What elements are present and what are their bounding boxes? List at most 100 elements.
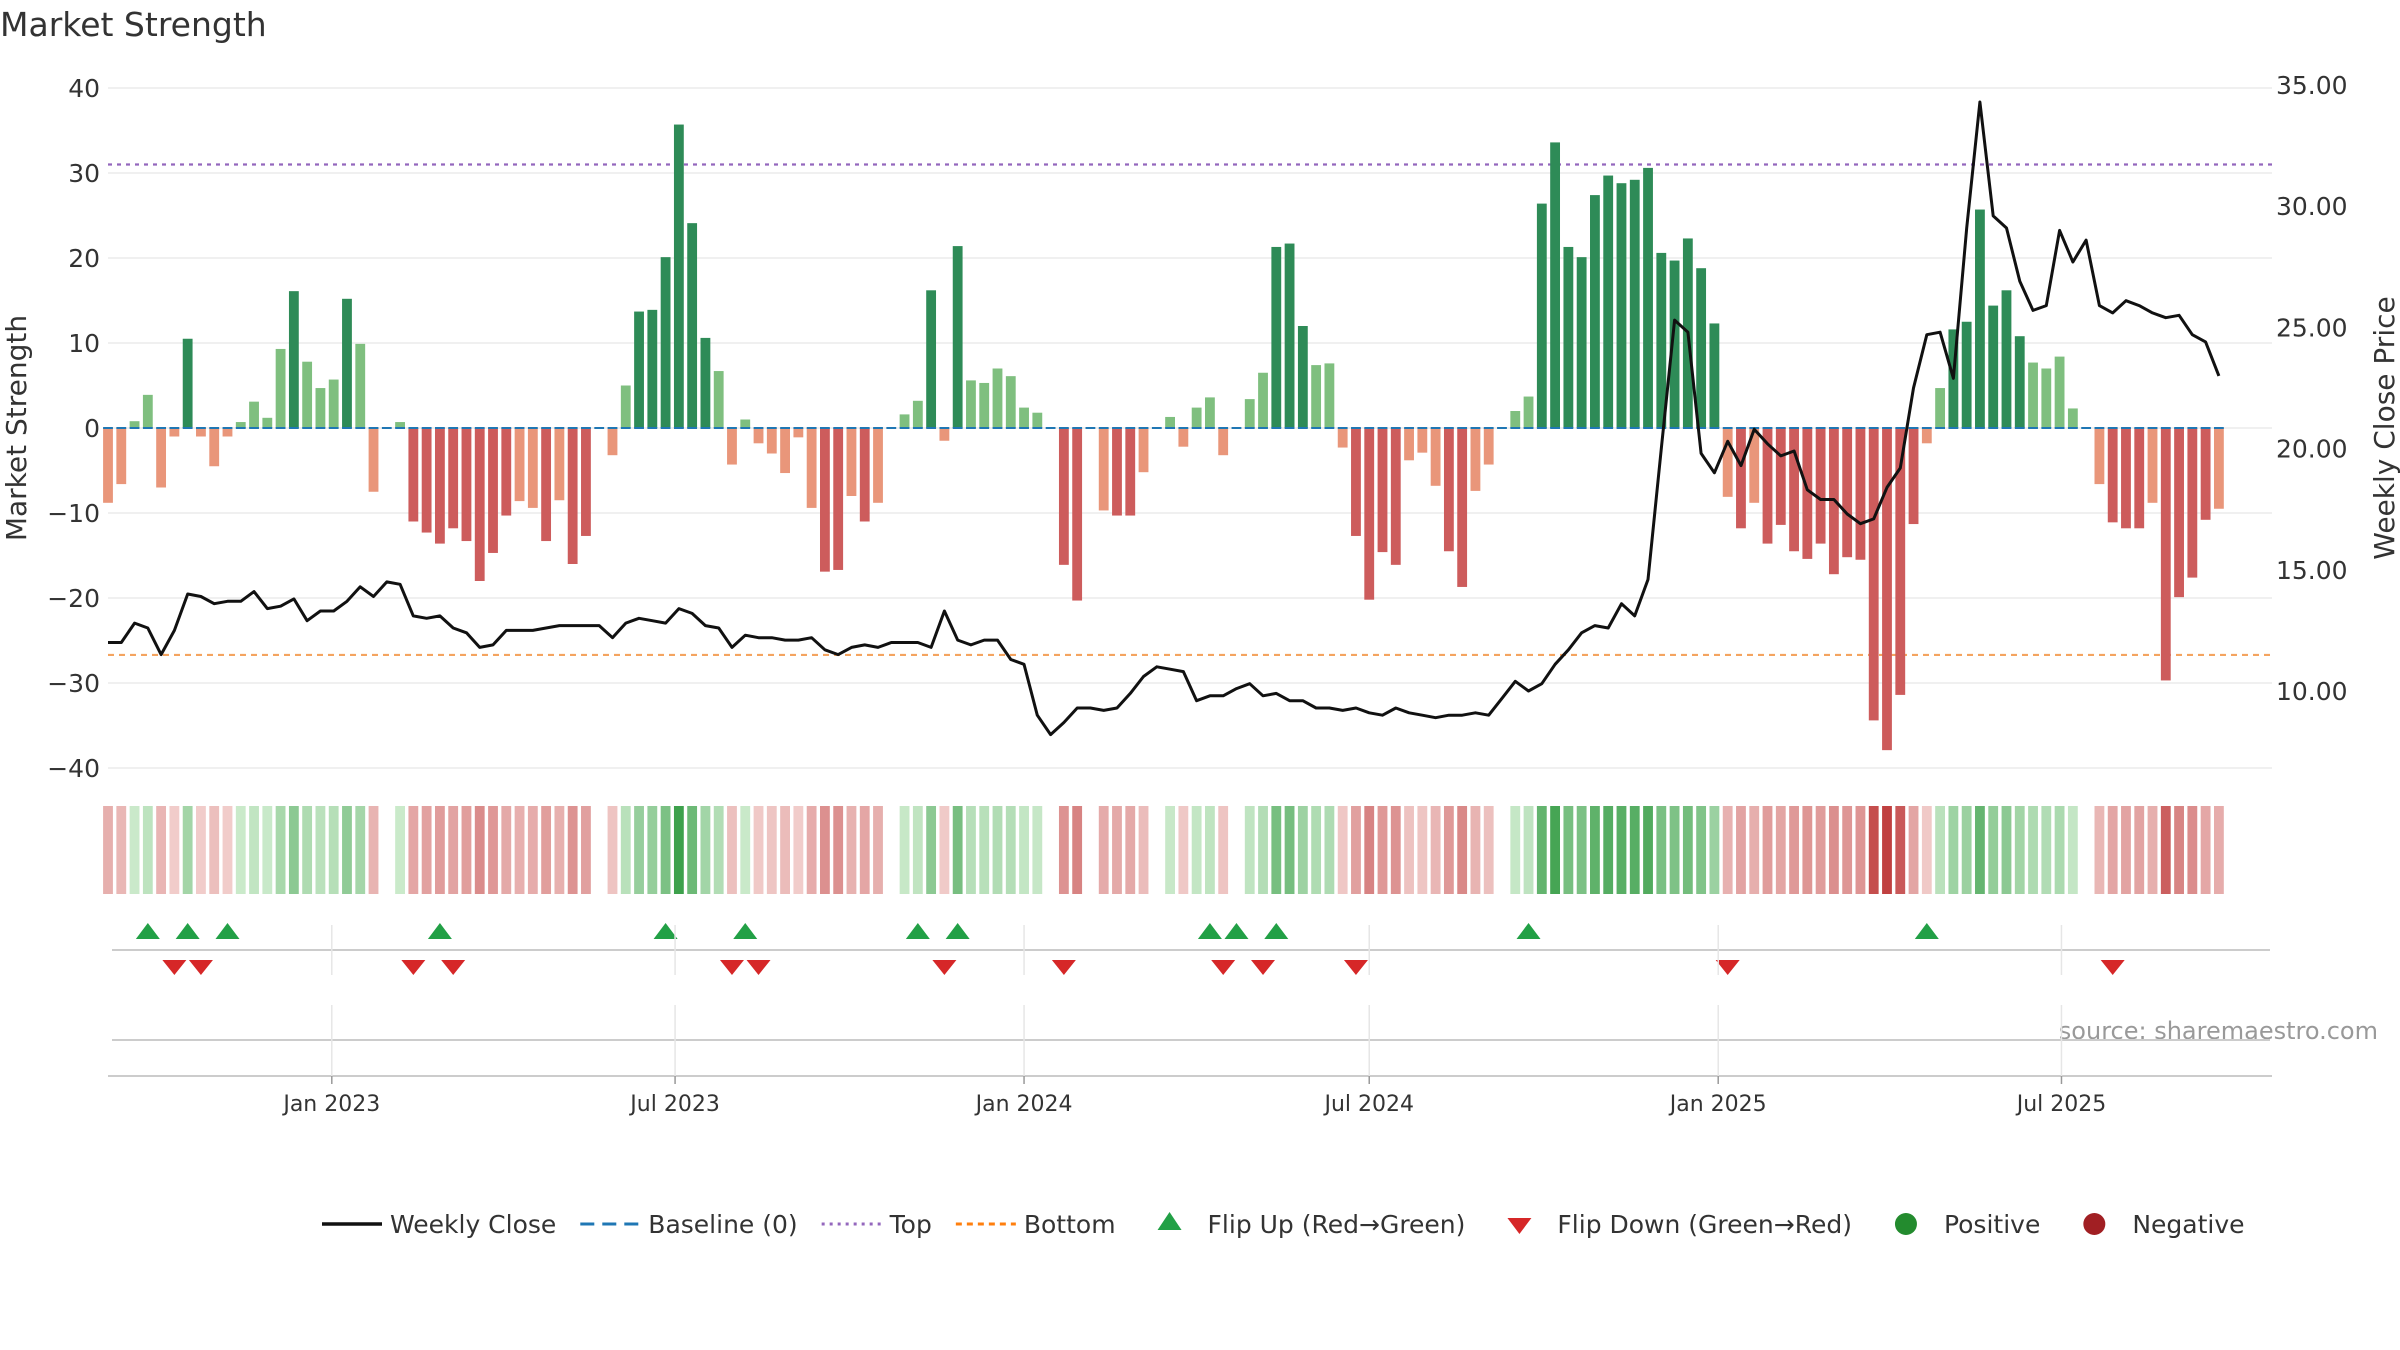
heat-cell — [2213, 806, 2224, 894]
strength-bar — [2014, 336, 2025, 428]
heat-cell — [2187, 806, 2198, 894]
strength-bar — [1510, 411, 1521, 428]
strength-bar — [1536, 203, 1547, 428]
strength-bar — [1550, 142, 1561, 428]
strength-bar — [474, 428, 485, 581]
flip-up-marker — [653, 923, 678, 939]
flip-down-marker — [401, 960, 426, 975]
heat-cell — [1855, 806, 1866, 894]
heat-strip — [103, 806, 2224, 894]
heat-cell — [2134, 806, 2145, 894]
strength-bar — [1815, 428, 1826, 544]
heat-cell — [1457, 806, 1468, 894]
flip-up-marker — [1914, 923, 1939, 939]
heat-cell — [1643, 806, 1653, 894]
heat-cell — [1165, 806, 1175, 894]
flip-down-marker — [1051, 960, 1076, 975]
y-tick-label-right: 30.00 — [2276, 192, 2348, 221]
strength-bar — [1324, 363, 1335, 428]
heat-cell — [1908, 806, 1919, 894]
heat-cell — [1882, 806, 1892, 894]
strength-bar — [501, 428, 512, 516]
strength-bar — [222, 428, 233, 437]
strength-bar — [1643, 167, 1653, 428]
legend-item: Top — [821, 1210, 932, 1239]
strength-bars — [103, 124, 2224, 751]
y-tick-label-left: 10 — [68, 329, 100, 358]
legend-swatch — [1894, 1213, 1917, 1235]
heat-cell — [687, 806, 698, 894]
flip-up-marker — [733, 923, 758, 939]
strength-bar — [1058, 428, 1069, 565]
strength-bar — [1417, 428, 1428, 453]
strength-bar — [1218, 428, 1229, 456]
strength-bar — [1563, 246, 1574, 428]
strength-bar — [1842, 428, 1853, 558]
heat-cell — [2028, 806, 2038, 894]
heat-cell — [209, 806, 220, 894]
legend-label: Weekly Close — [390, 1210, 556, 1239]
heat-cell — [581, 806, 591, 894]
heat-cell — [235, 806, 246, 894]
heat-cell — [527, 806, 538, 894]
heat-cell — [249, 806, 259, 894]
heat-cell — [1921, 806, 1932, 894]
heat-cell — [288, 806, 299, 894]
flip-down-marker — [746, 960, 771, 975]
heat-cell — [2067, 806, 2078, 894]
heat-cell — [727, 806, 737, 894]
strength-bar — [2147, 428, 2158, 503]
heat-cell — [660, 806, 671, 894]
heat-cell — [992, 806, 1003, 894]
chart-title: Market Strength — [0, 5, 267, 44]
heat-cell — [1258, 806, 1268, 894]
strength-bar — [1629, 179, 1640, 428]
heat-cell — [1935, 806, 1946, 894]
strength-bar — [1470, 428, 1481, 491]
heat-cell — [700, 806, 711, 894]
strength-bar — [966, 380, 976, 428]
heat-cell — [1576, 806, 1587, 894]
strength-bar — [620, 385, 631, 428]
y-tick-label-left: 20 — [68, 244, 100, 273]
flip-up-marker — [945, 923, 970, 939]
strength-bar — [1616, 183, 1627, 428]
strength-bar — [1138, 428, 1149, 473]
heat-cell — [1125, 806, 1136, 894]
flip-down-marker — [188, 960, 213, 975]
strength-bar — [1895, 428, 1906, 695]
heat-cell — [966, 806, 976, 894]
heat-cell — [129, 806, 140, 894]
heat-cell — [488, 806, 498, 894]
strength-bar — [355, 343, 366, 428]
flip-down-marker — [719, 960, 744, 975]
strength-bar — [1351, 428, 1361, 536]
heat-cell — [1563, 806, 1574, 894]
heat-cell — [1205, 806, 1215, 894]
strength-bar — [421, 428, 432, 533]
strength-bar — [660, 257, 671, 428]
y-axis-label-right: Weekly Close Price — [2368, 296, 2400, 559]
heat-cell — [620, 806, 631, 894]
strength-bar — [103, 428, 113, 503]
heat-cell — [1364, 806, 1375, 894]
strength-bar — [859, 428, 870, 522]
heat-cell — [1828, 806, 1839, 894]
legend-swatch — [1507, 1218, 1532, 1234]
strength-bar — [873, 428, 883, 503]
strength-bar — [2067, 408, 2078, 428]
flip-up-marker — [215, 923, 240, 939]
legend-label: Baseline (0) — [648, 1210, 797, 1239]
strength-bar — [1112, 428, 1122, 516]
flip-up-marker — [135, 923, 160, 939]
heat-cell — [1351, 806, 1361, 894]
heat-cell — [1417, 806, 1428, 894]
heat-cell — [1590, 806, 1600, 894]
strength-bar — [713, 371, 724, 428]
heat-cell — [1297, 806, 1308, 894]
heat-cell — [740, 806, 751, 894]
legend: Weekly Close Baseline (0) Top Bottom Flip Up… — [322, 1210, 2245, 1239]
heat-cell — [116, 806, 127, 894]
strength-bar — [819, 428, 830, 572]
strength-bar — [368, 428, 379, 492]
